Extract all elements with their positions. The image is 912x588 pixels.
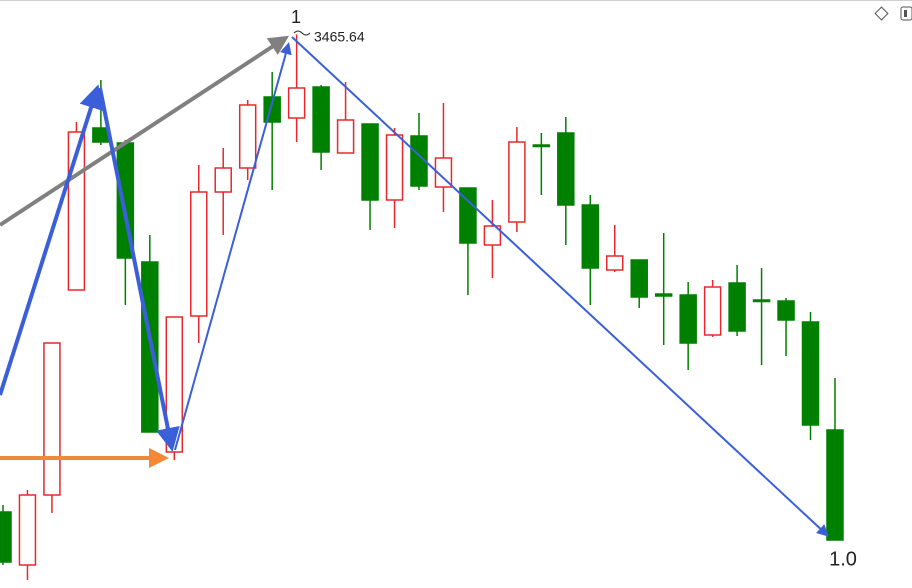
drawings	[0, 30, 829, 537]
toolbar-icons[interactable]	[874, 6, 912, 21]
candle	[581, 195, 600, 305]
body	[581, 204, 600, 269]
candle	[67, 122, 86, 291]
body	[434, 157, 453, 188]
candle	[654, 233, 673, 345]
body	[752, 299, 771, 303]
body	[190, 191, 208, 317]
candle	[508, 127, 526, 232]
body	[532, 144, 551, 148]
body	[214, 167, 232, 193]
wave-arrow	[291, 36, 829, 537]
candle	[557, 117, 575, 245]
wave-label: 1.0	[829, 548, 857, 570]
body	[238, 104, 257, 169]
candle	[361, 123, 379, 230]
body	[0, 511, 12, 563]
price-label: 3465.64	[314, 29, 365, 45]
body	[483, 225, 502, 246]
candle	[18, 490, 37, 580]
candle	[214, 148, 232, 235]
candle	[703, 280, 722, 337]
candle	[263, 72, 281, 190]
wave-arrow	[174, 42, 292, 451]
candle	[0, 505, 12, 565]
candle	[801, 312, 820, 440]
body	[336, 119, 355, 154]
candle	[630, 259, 648, 308]
body	[43, 342, 61, 496]
body	[801, 321, 820, 426]
candle	[190, 165, 208, 343]
body	[312, 86, 330, 153]
panel-icon[interactable]	[900, 6, 912, 21]
candle	[312, 85, 330, 170]
candle	[532, 133, 551, 195]
candle	[165, 316, 184, 460]
body	[385, 134, 404, 201]
candle	[336, 82, 355, 154]
diamond-icon[interactable]	[874, 6, 889, 21]
body	[728, 282, 746, 332]
panel-icon-fill	[904, 10, 907, 17]
candle	[434, 103, 453, 212]
label-pointer	[293, 30, 311, 36]
candle	[238, 100, 257, 180]
body	[703, 286, 722, 336]
candle	[410, 113, 428, 190]
body	[557, 132, 575, 206]
body	[18, 494, 37, 566]
candle	[606, 225, 624, 272]
candle	[287, 34, 306, 142]
candle	[728, 265, 746, 336]
candles	[0, 34, 844, 580]
body	[459, 187, 477, 244]
candle	[459, 187, 477, 295]
body	[679, 294, 697, 344]
body	[508, 141, 526, 223]
candle	[483, 200, 502, 278]
body	[630, 259, 648, 298]
body	[165, 316, 184, 453]
candle	[826, 378, 844, 541]
body	[777, 300, 795, 321]
candle	[385, 128, 404, 228]
wave-arrow	[98, 87, 180, 452]
wave-label: 1	[291, 7, 301, 27]
candle	[679, 282, 697, 370]
body	[654, 293, 673, 297]
candle	[777, 298, 795, 356]
candle	[752, 268, 771, 365]
wave-arrow	[0, 84, 103, 396]
trend-arrow	[0, 35, 290, 227]
candle	[43, 342, 61, 513]
body	[606, 255, 624, 271]
body	[410, 135, 428, 187]
body	[287, 87, 306, 119]
body	[361, 123, 379, 201]
body	[826, 429, 844, 541]
